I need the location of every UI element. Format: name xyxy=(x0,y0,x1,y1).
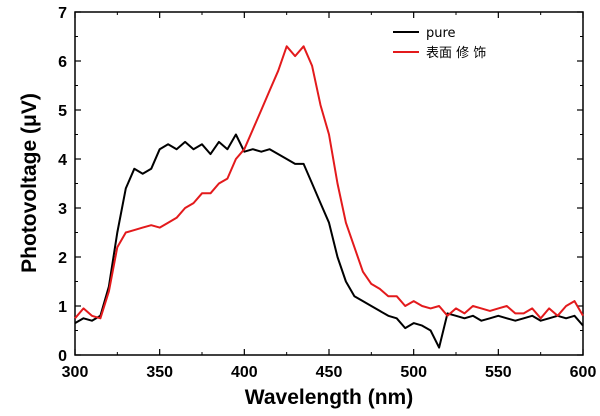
series-line-surface-modified xyxy=(74,45,584,320)
series-line-pure xyxy=(74,133,584,349)
x-tick-label: 550 xyxy=(485,364,512,381)
y-axis-title: Photovoltage (μV) xyxy=(18,93,41,273)
legend: pure 表面 修 饰 xyxy=(393,26,486,61)
series-layer xyxy=(74,45,584,349)
y-tick-label: 2 xyxy=(58,250,67,267)
x-tick-label: 300 xyxy=(62,364,89,381)
x-tick-label: 450 xyxy=(316,364,343,381)
legend-label: 表面 修 饰 xyxy=(426,46,486,61)
y-tick-label: 5 xyxy=(58,103,67,120)
y-tick-label: 1 xyxy=(58,299,67,316)
y-tick-label: 7 xyxy=(58,5,67,22)
x-tick-label: 350 xyxy=(146,364,173,381)
y-tick-label: 4 xyxy=(58,152,67,169)
y-tick-label: 6 xyxy=(58,54,67,71)
x-tick-label: 600 xyxy=(570,364,597,381)
plot-frame xyxy=(74,11,584,356)
x-tick-label: 500 xyxy=(400,364,427,381)
legend-label: pure xyxy=(426,26,456,41)
y-tick-label: 3 xyxy=(58,201,67,218)
x-tick-label: 400 xyxy=(231,364,258,381)
ticks-layer: 300 350 400 450 500 550 600 0 1 2 3 4 5 6 7 xyxy=(58,5,596,381)
x-axis-title: Wavelength (nm) xyxy=(245,386,413,409)
y-tick-label: 0 xyxy=(58,348,67,365)
